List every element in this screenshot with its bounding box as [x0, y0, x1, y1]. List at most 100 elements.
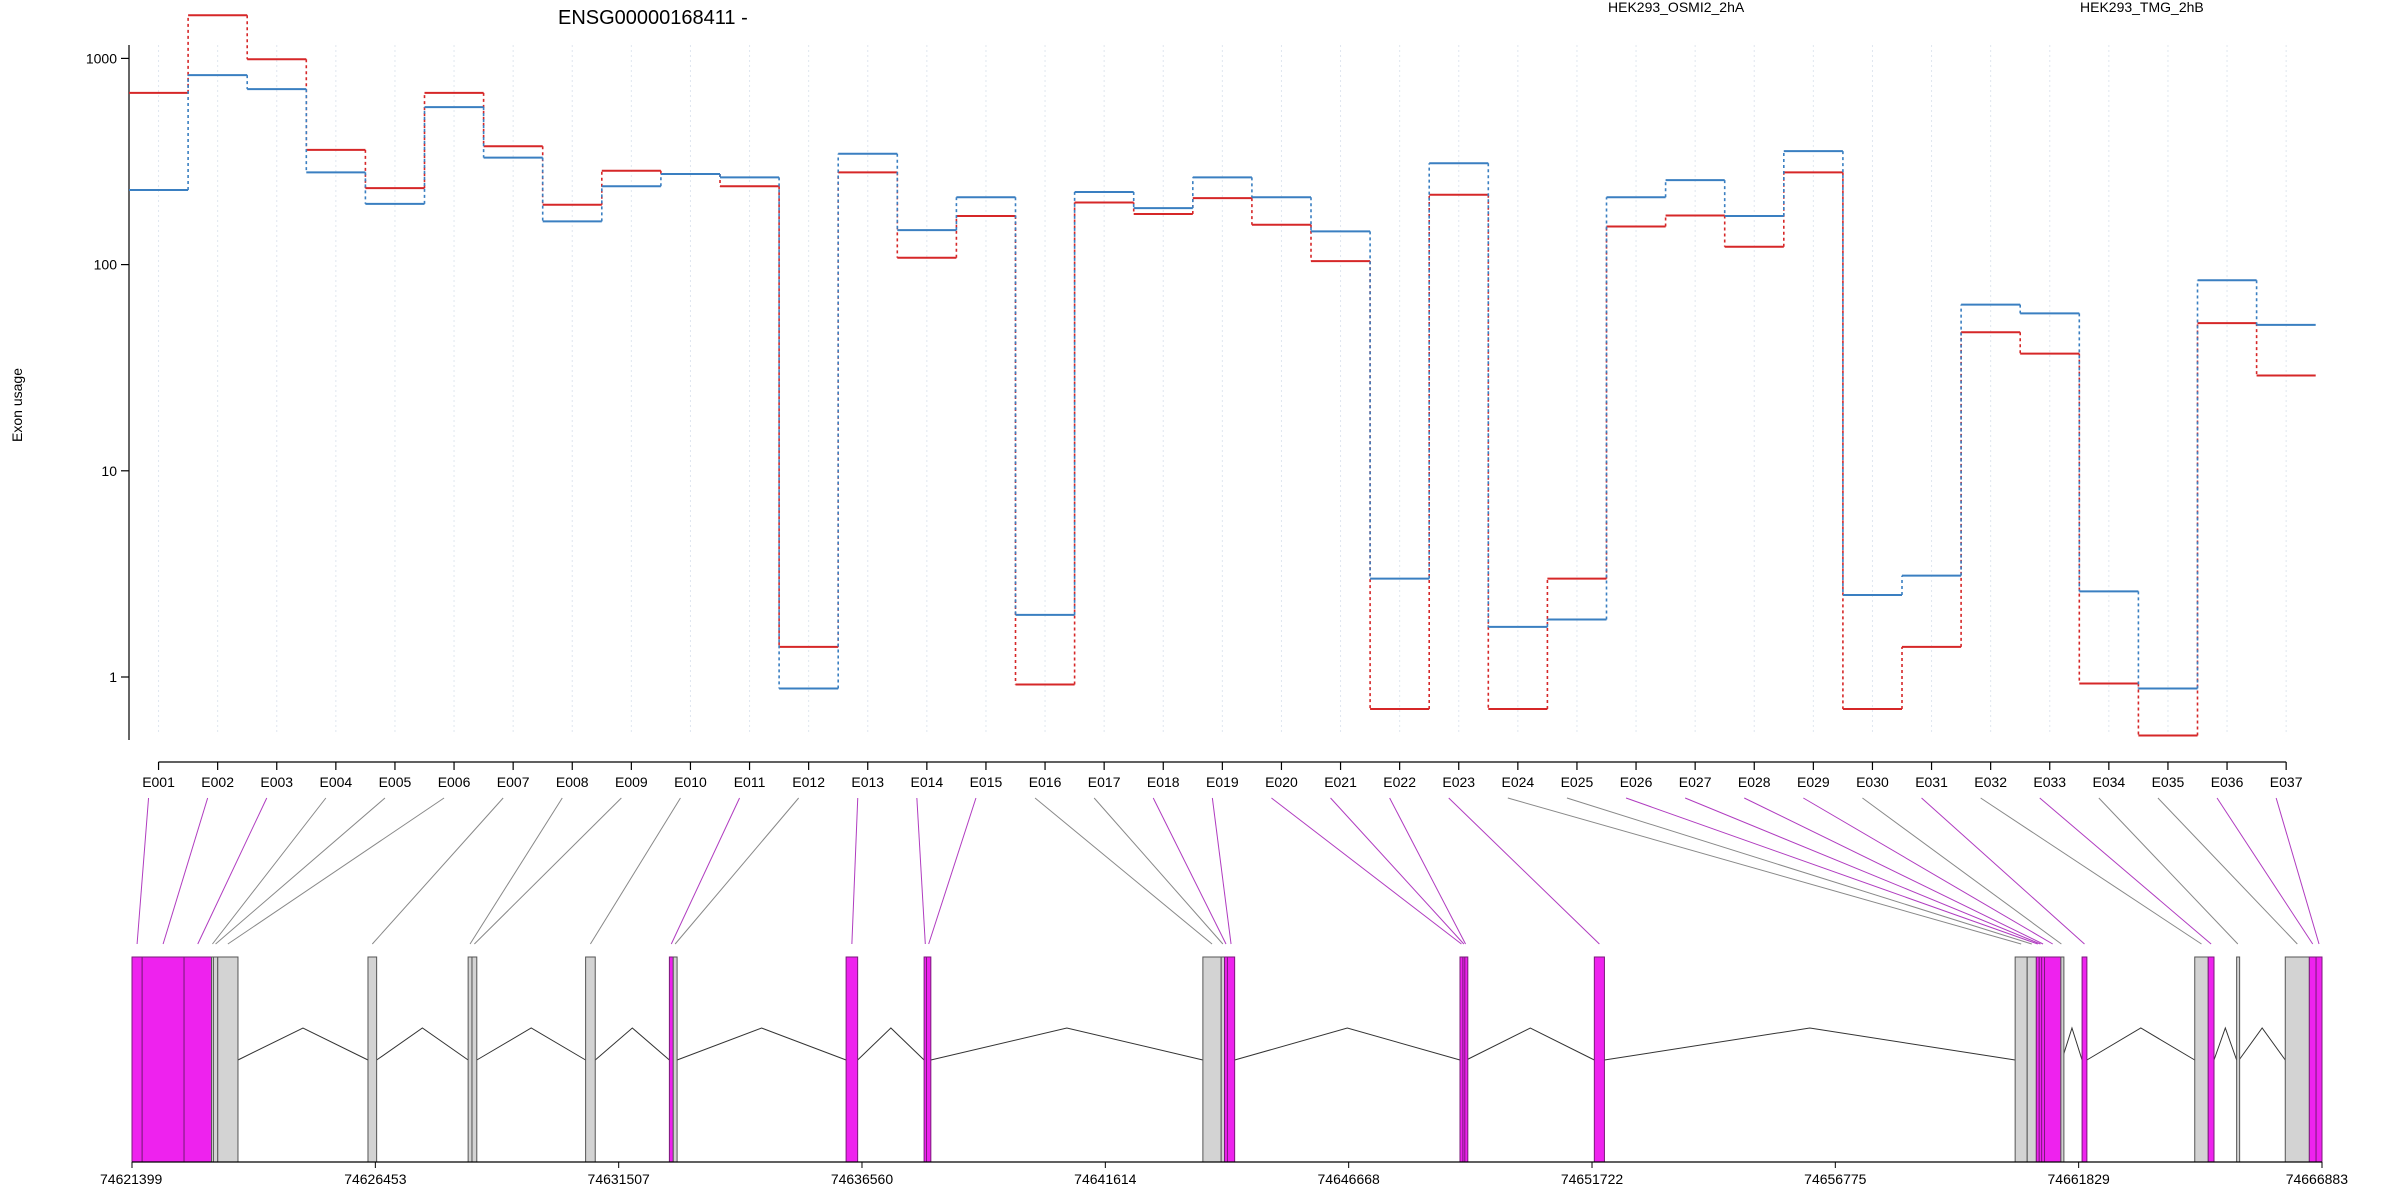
x-tick-label: E005: [379, 774, 412, 790]
exon-E001: [131, 956, 143, 1163]
intron-line: [930, 1027, 1203, 1061]
connector-E022: [1389, 797, 1466, 945]
exon-E003: [183, 956, 212, 1163]
x-tick-label: E013: [851, 774, 884, 790]
genomic-tick-label: 74666883: [2286, 1171, 2349, 1187]
exon-E008: [467, 956, 473, 1163]
connector-E013: [851, 797, 859, 945]
x-tick-label: E010: [674, 774, 707, 790]
series-lines: [129, 14, 2316, 737]
connector-E007: [371, 797, 504, 945]
exon-E022: [1464, 956, 1469, 1163]
y-tick-label: 10: [101, 463, 117, 479]
y-tick-label: 1000: [86, 50, 117, 66]
exon-E016: [1202, 956, 1222, 1163]
connector-E015: [928, 797, 977, 945]
exon-E029: [2044, 956, 2062, 1163]
connector-E004: [212, 797, 327, 945]
gene-model: [131, 956, 2323, 1163]
x-tick-label: E011: [734, 774, 766, 790]
connector-E032: [1980, 797, 2202, 945]
exon-E009: [471, 956, 478, 1163]
genomic-tick-label: 74656775: [1804, 1171, 1867, 1187]
x-tick-label: E033: [2033, 774, 2066, 790]
x-tick-label: E023: [1442, 774, 1475, 790]
intron-line: [2061, 1026, 2083, 1061]
exon-E031: [2081, 956, 2088, 1163]
x-tick-label: E029: [1797, 774, 1830, 790]
exon-E017: [1220, 956, 1226, 1163]
y-tick-label: 1: [109, 669, 117, 685]
x-tick-label: E016: [1029, 774, 1062, 790]
connector-E020: [1271, 797, 1462, 945]
x-tick-label: E008: [556, 774, 589, 790]
genomic-tick-label: 74646668: [1318, 1171, 1381, 1187]
exon-E013: [845, 956, 859, 1163]
intron-line: [1604, 1027, 2016, 1061]
connector-E008: [469, 797, 563, 945]
exon-E002: [141, 956, 185, 1163]
exon-E007: [367, 956, 378, 1163]
exon-E025: [2026, 956, 2037, 1163]
connector-E030: [1862, 797, 2062, 945]
connector-E016: [1034, 797, 1213, 945]
connector-E011: [670, 797, 741, 945]
x-tick-label: E019: [1206, 774, 1239, 790]
intron-line: [676, 1027, 847, 1061]
connector-E029: [1803, 797, 2053, 945]
exon-E036: [2308, 956, 2317, 1163]
exon-E023: [1593, 956, 1605, 1163]
connector-E002: [162, 797, 209, 945]
x-tick-label: E036: [2211, 774, 2244, 790]
connector-E014: [916, 797, 926, 945]
intron-line: [1466, 1027, 1595, 1061]
connector-E026: [1625, 797, 2038, 945]
exon-E024: [2014, 956, 2028, 1163]
intron-line: [237, 1027, 369, 1061]
x-tick-label: E035: [2152, 774, 2185, 790]
connector-E021: [1330, 797, 1465, 945]
chart-title: ENSG00000168411 -: [558, 7, 748, 29]
exon-E010: [585, 956, 596, 1163]
x-tick-label: E004: [319, 774, 352, 790]
exon-E011: [668, 956, 674, 1163]
x-tick-label: E034: [2092, 774, 2125, 790]
legend-series-2: HEK293_TMG_2hB: [2080, 0, 2204, 15]
connector-E024: [1507, 797, 2022, 945]
connector-E009: [474, 797, 622, 945]
connector-E036: [2216, 797, 2314, 945]
intron-line: [2238, 1027, 2286, 1061]
connector-E018: [1152, 797, 1227, 945]
x-axis: E001 E002 E003 E004 E005 E006 E007 E008 E009 E010…: [142, 761, 2303, 790]
intron-line: [376, 1027, 469, 1061]
intron-line: [857, 1027, 925, 1061]
x-tick-label: E020: [1265, 774, 1298, 790]
genomic-tick-label: 74636560: [831, 1171, 894, 1187]
genomic-tick-label: 74641614: [1074, 1171, 1137, 1187]
x-tick-label: E017: [1088, 774, 1121, 790]
connector-E035: [2157, 797, 2298, 945]
genomic-tick-label: 74626453: [344, 1171, 407, 1187]
exon-E019: [1226, 956, 1236, 1163]
y-axis-label: Exon usage: [9, 368, 25, 442]
connector-E012: [674, 797, 800, 945]
exon-E015: [926, 956, 932, 1163]
x-tick-label: E003: [260, 774, 293, 790]
x-tick-label: E014: [910, 774, 943, 790]
x-tick-label: E002: [201, 774, 234, 790]
exon-E037: [2315, 956, 2323, 1163]
exon-connectors: [136, 797, 2320, 945]
genomic-axis: 74621399 74626453 74631507 74636560 74641614…: [100, 1161, 2349, 1187]
exon-E034: [2236, 956, 2241, 1163]
x-tick-label: E012: [792, 774, 825, 790]
exon-E006: [217, 956, 239, 1163]
x-tick-label: E015: [970, 774, 1003, 790]
x-tick-label: E031: [1915, 774, 1948, 790]
intron-line: [476, 1027, 586, 1061]
x-tick-label: E032: [1974, 774, 2007, 790]
exon-E012: [672, 956, 678, 1163]
x-tick-label: E006: [438, 774, 471, 790]
exon-E035: [2284, 956, 2310, 1163]
exon-E005: [212, 956, 219, 1163]
x-tick-label: E009: [615, 774, 648, 790]
